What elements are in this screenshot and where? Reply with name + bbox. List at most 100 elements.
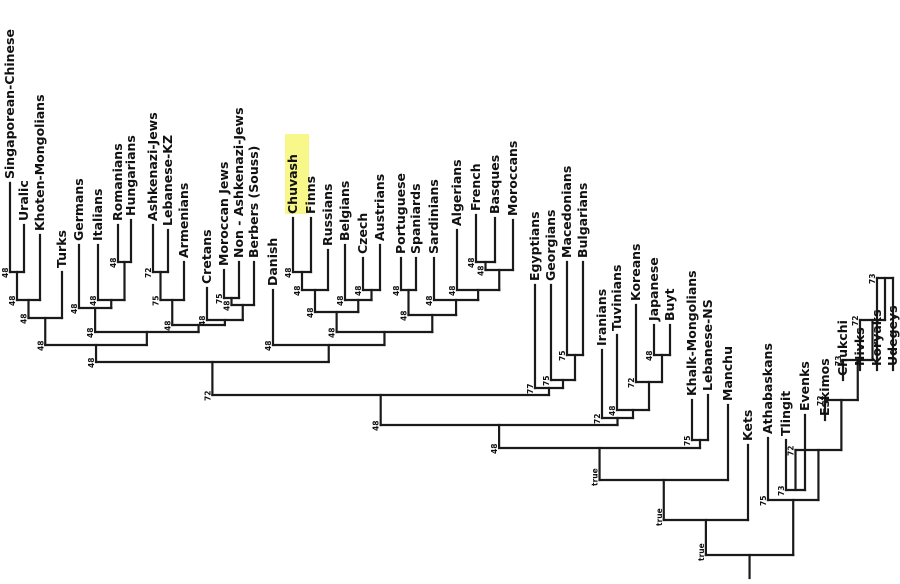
bootstrap-value: 73 xyxy=(777,486,786,496)
label-egyptians: Egyptians xyxy=(527,211,542,281)
bootstrap-value: 73 xyxy=(834,356,843,366)
bootstrap-value: 72 xyxy=(851,316,860,326)
bootstrap-value: 48 xyxy=(467,258,476,268)
label-moroccan-jews: Moroccan Jews xyxy=(216,162,231,266)
label-singaporean-chinese: Singaporean-Chinese xyxy=(2,29,17,179)
label-georgians: Georgians xyxy=(543,210,558,282)
label-berbers-souss: Berbers (Souss) xyxy=(246,146,261,258)
bootstrap-value: 75 xyxy=(558,351,567,361)
bootstrap-value: 48 xyxy=(87,358,96,368)
label-tuvinians: Tuvinians xyxy=(609,265,624,331)
bootstrap-value: 77 xyxy=(526,384,535,394)
label-iranians: Iranians xyxy=(594,289,609,346)
label-eskimos: Eskimos xyxy=(817,358,832,416)
label-athabaskans: Athabaskans xyxy=(760,343,775,434)
bootstrap-value: 75 xyxy=(152,296,161,306)
bootstrap-value: 48 xyxy=(223,301,232,311)
bootstrap-value: 48 xyxy=(645,351,654,361)
label-buyt: Buyt xyxy=(662,288,677,321)
label-lebanese-ns: Lebanese-NS xyxy=(700,299,715,391)
label-chuvash: Chuvash xyxy=(285,154,300,214)
bootstrap-value: 48 xyxy=(477,266,486,276)
bootstrap-value: 72 xyxy=(627,378,636,388)
bootstrap-value: 72 xyxy=(787,446,796,456)
label-moroccans: Moroccans xyxy=(505,141,520,216)
bootstrap-value: 48 xyxy=(400,311,409,321)
bootstrap-value: 75 xyxy=(215,294,224,304)
bootstrap-value: 48 xyxy=(20,314,29,324)
label-romanians: Romanians xyxy=(110,143,125,221)
tree-branches xyxy=(8,181,895,580)
label-basques: Basques xyxy=(487,155,502,214)
bootstrap-value: true xyxy=(655,508,664,526)
label-finns: Finns xyxy=(303,176,318,214)
bootstrap-value: 72 xyxy=(144,268,153,278)
label-turks: Turks xyxy=(54,230,69,268)
label-nivks: Nivks xyxy=(852,327,867,366)
label-hungarians: Hungarians xyxy=(123,135,138,216)
bootstrap-value: 48 xyxy=(392,286,401,296)
label-khalk-mongolians: Khalk-Mongolians xyxy=(684,270,699,396)
bootstrap-value: 48 xyxy=(425,296,434,306)
highlight-box xyxy=(285,134,309,214)
bootstrap-value: 48 xyxy=(328,328,337,338)
bootstrap-value: 48 xyxy=(8,296,17,306)
bootstrap-value: 48 xyxy=(264,341,273,351)
bootstrap-value: 75 xyxy=(542,376,551,386)
bootstrap-value: 48 xyxy=(1,268,10,278)
bootstrap-value: 48 xyxy=(306,308,315,318)
label-non-ashkenazi-jews: Non - Ashkenazi-Jews xyxy=(231,107,246,258)
bootstrap-value: 48 xyxy=(372,421,381,431)
bootstrap-value: 72 xyxy=(816,396,825,406)
label-chukchi: Chukchi xyxy=(835,320,850,376)
label-japanese: Japanese xyxy=(646,257,661,322)
bootstrap-value: 72 xyxy=(203,391,212,401)
bootstrap-value: 48 xyxy=(608,406,617,416)
label-algerians: Algerians xyxy=(449,159,464,226)
label-czech: Czech xyxy=(355,213,370,254)
label-danish: Danish xyxy=(265,238,280,286)
label-bulgarians: Bulgarians xyxy=(575,183,590,258)
bootstrap-value: 48 xyxy=(86,328,95,338)
label-french: French xyxy=(468,163,483,211)
label-austrians: Austrians xyxy=(372,174,387,241)
label-germans: Germans xyxy=(71,178,86,241)
bootstrap-value: 48 xyxy=(293,286,302,296)
label-italians: Italians xyxy=(90,189,105,241)
bootstrap-value: 75 xyxy=(759,496,768,506)
bootstrap-value: 48 xyxy=(448,286,457,296)
bootstrap-value: 75 xyxy=(683,436,692,446)
label-tlingit: Tlingit xyxy=(778,391,793,436)
label-koryaks: Koryaks xyxy=(869,309,884,366)
label-ashkenazi-jews: Ashkenazi-Jews xyxy=(145,112,160,221)
bootstrap-value: 48 xyxy=(198,316,207,326)
bootstrap-value: 48 xyxy=(36,341,45,351)
label-koreans: Koreans xyxy=(628,244,643,301)
bootstrap-value: true xyxy=(697,543,706,561)
label-khoten-mongolians: Khoten-Mongolians xyxy=(32,94,47,231)
bootstrap-value: 48 xyxy=(490,444,499,454)
label-armenians: Armenians xyxy=(176,183,191,258)
bootstrap-value: 72 xyxy=(593,414,602,424)
label-uralic: Uralic xyxy=(16,180,31,221)
label-udegeys: Udegeys xyxy=(885,305,900,366)
bootstrap-value: 48 xyxy=(354,286,363,296)
bootstrap-value: 48 xyxy=(89,296,98,306)
bootstrap-value: 48 xyxy=(336,296,345,306)
label-portuguese: Portuguese xyxy=(393,173,408,254)
label-russians: Russians xyxy=(320,184,335,246)
label-spaniards: Spaniards xyxy=(408,183,423,254)
label-kets: Kets xyxy=(740,410,755,441)
bootstrap-value: 48 xyxy=(70,304,79,314)
bootstrap-value: 48 xyxy=(284,268,293,278)
bootstrap-value: 48 xyxy=(163,321,172,331)
bootstrap-value: 48 xyxy=(109,258,118,268)
label-sardinians: Sardinians xyxy=(426,179,441,254)
bootstrap-value: 73 xyxy=(868,274,877,284)
label-macedonians: Macedonians xyxy=(559,166,574,258)
label-lebanese-kz: Lebanese-KZ xyxy=(160,135,175,226)
label-cretans: Cretans xyxy=(199,229,214,284)
